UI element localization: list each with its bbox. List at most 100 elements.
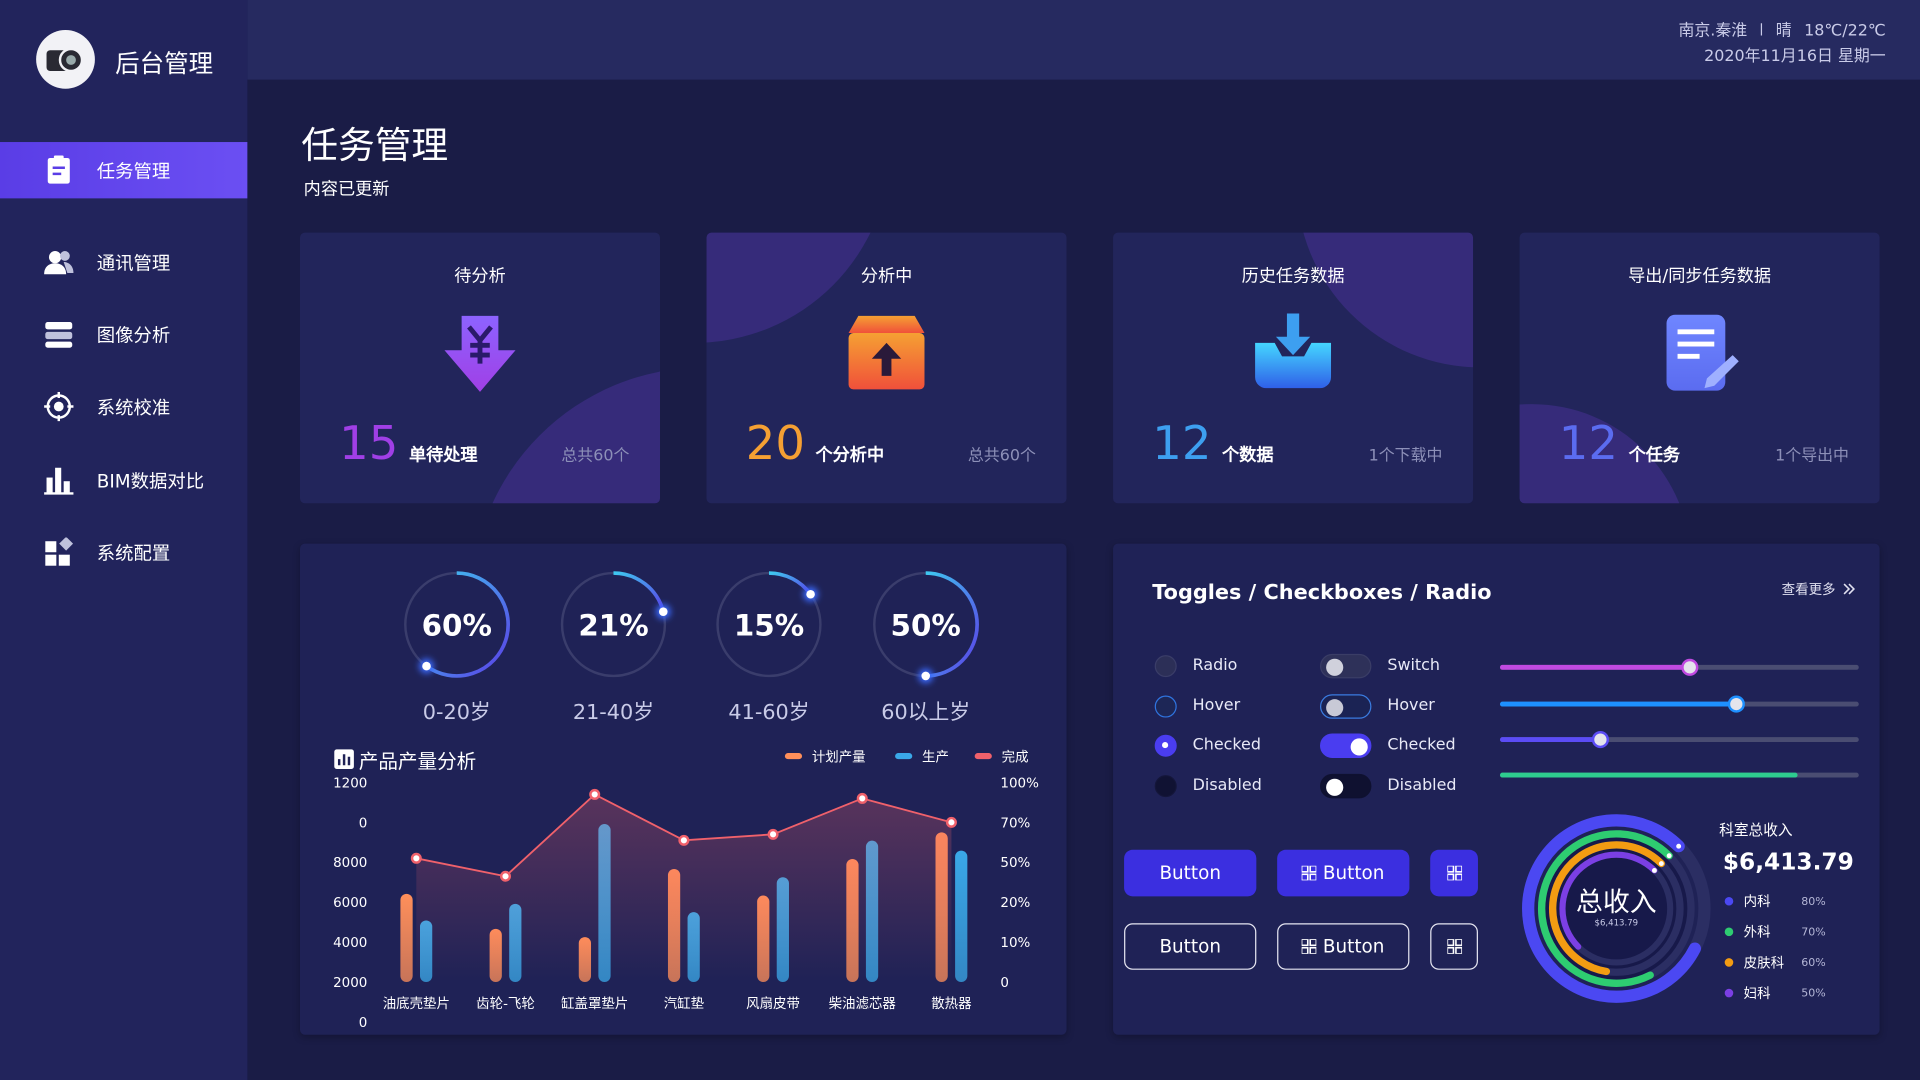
card-unit: 个任务 <box>1628 445 1680 466</box>
switch-label: Hover <box>1387 696 1435 716</box>
menu-icon <box>44 391 74 422</box>
date: 2020年11月16日 星期一 <box>1704 47 1886 67</box>
switch-label: Switch <box>1387 656 1440 675</box>
more-text: 查看更多 <box>1781 581 1836 598</box>
brand: 后台管理 <box>115 48 214 79</box>
weather-line: 南京.秦淮 晴 18℃/22℃ <box>1678 17 1885 40</box>
radio[interactable] <box>1154 655 1177 678</box>
card-title: 导出/同步任务数据 <box>1628 266 1772 287</box>
menu-label: 系统配置 <box>96 541 171 564</box>
slider-track[interactable] <box>1500 731 1859 749</box>
switch[interactable] <box>1320 694 1372 719</box>
chart-panel <box>300 543 1067 1035</box>
menu-label: BIM数据对比 <box>96 469 205 492</box>
sidebar: 后台管理 任务管理通讯管理图像分析系统校准 BIM数据对比 系统配置 <box>0 0 248 1080</box>
menu-icon <box>44 251 74 275</box>
switch-knob <box>1350 738 1368 756</box>
radio[interactable] <box>1154 695 1177 718</box>
menu-item[interactable]: 图像分析 <box>0 306 247 362</box>
card-icon <box>848 315 925 390</box>
menu-icon <box>47 155 70 184</box>
logo <box>36 30 95 89</box>
switch[interactable] <box>1320 653 1372 679</box>
controls-title: Toggles / Checkboxes / Radio <box>1152 580 1492 605</box>
switch-label: Checked <box>1387 735 1456 755</box>
task-card: 待分析 15 单待处理 总共60个 <box>300 232 660 504</box>
card-title: 待分析 <box>454 266 506 287</box>
icon-button[interactable] <box>1430 849 1478 897</box>
radio-label: Hover <box>1192 696 1241 716</box>
card-note: 总共60个 <box>561 446 630 466</box>
card-icon <box>1666 314 1739 391</box>
button[interactable]: Button <box>1124 923 1257 970</box>
slider-knob <box>1728 695 1746 713</box>
slider-track[interactable] <box>1500 772 1859 778</box>
button-label: Button <box>1322 862 1385 885</box>
grid-icon <box>1302 865 1317 881</box>
menu-label: 任务管理 <box>96 159 171 182</box>
card-title: 分析中 <box>860 266 913 287</box>
radio-label: Radio <box>1192 656 1238 675</box>
grid-icon <box>1446 865 1462 881</box>
switch[interactable] <box>1320 733 1372 758</box>
card-unit: 个分析中 <box>815 445 885 466</box>
slider-track[interactable] <box>1500 695 1859 713</box>
button[interactable]: Button <box>1124 849 1257 897</box>
card-note: 1个导出中 <box>1775 446 1849 466</box>
task-card: 导出/同步任务数据 12 个任务 1个导出中 <box>1519 232 1880 504</box>
page-subtitle: 内容已更新 <box>303 180 390 200</box>
controls-panel: Toggles / Checkboxes / Radio 查看更多 Radio H… <box>1113 543 1880 1035</box>
switch-knob <box>1326 658 1344 676</box>
grid-icon <box>1446 939 1462 954</box>
button[interactable]: Button <box>1277 849 1410 897</box>
slider-fill <box>1500 772 1798 778</box>
slider-fill <box>1500 737 1601 743</box>
button-label: Button <box>1159 862 1221 885</box>
menu-label: 系统校准 <box>96 396 171 419</box>
switch <box>1320 773 1372 799</box>
task-card: 分析中 20 个分析中 总共60个 <box>706 232 1067 504</box>
radio[interactable] <box>1154 734 1177 757</box>
slider-knob <box>1681 658 1699 676</box>
switch-label: Disabled <box>1387 776 1457 795</box>
card-count: 12 <box>1152 416 1212 471</box>
slider-fill <box>1500 701 1737 707</box>
radio <box>1154 775 1177 798</box>
card-icon <box>444 315 516 392</box>
button[interactable]: Button <box>1277 923 1410 970</box>
grid-icon <box>1302 939 1317 954</box>
page-title: 任务管理 <box>301 124 449 168</box>
weather: 晴 <box>1775 22 1792 41</box>
slider-fill <box>1500 664 1691 670</box>
menu-item[interactable]: 系统配置 <box>0 524 247 580</box>
radio-label: Checked <box>1192 735 1261 755</box>
card-note: 总共60个 <box>967 446 1036 466</box>
radio-dot <box>1162 742 1169 749</box>
card-note: 1个下载中 <box>1368 446 1443 466</box>
card-icon <box>1255 313 1332 389</box>
button-label: Button <box>1159 935 1221 958</box>
menu-label: 通讯管理 <box>96 251 171 274</box>
menu-icon <box>44 467 74 495</box>
more-icon <box>1843 583 1856 595</box>
more-link[interactable]: 查看更多 <box>1781 579 1856 599</box>
menu-label: 图像分析 <box>96 323 171 346</box>
slider-track[interactable] <box>1500 658 1859 676</box>
menu-item[interactable]: 系统校准 <box>0 378 247 434</box>
temperature: 18℃/22℃ <box>1804 22 1886 41</box>
slider-knob <box>1591 731 1610 749</box>
card-count: 12 <box>1558 416 1618 471</box>
icon-button[interactable] <box>1430 923 1478 970</box>
menu-item[interactable]: 任务管理 <box>0 142 248 199</box>
card-count: 15 <box>339 416 399 471</box>
radio-label: Disabled <box>1192 776 1262 795</box>
menu-item[interactable]: 通讯管理 <box>0 234 247 290</box>
header: 南京.秦淮 晴 18℃/22℃ 2020年11月16日 星期一 <box>247 0 1920 80</box>
menu-item[interactable]: BIM数据对比 <box>0 452 247 508</box>
card-title: 历史任务数据 <box>1241 266 1345 287</box>
separator <box>1760 23 1763 36</box>
switch-knob <box>1326 778 1344 796</box>
card-unit: 个数据 <box>1222 445 1274 466</box>
